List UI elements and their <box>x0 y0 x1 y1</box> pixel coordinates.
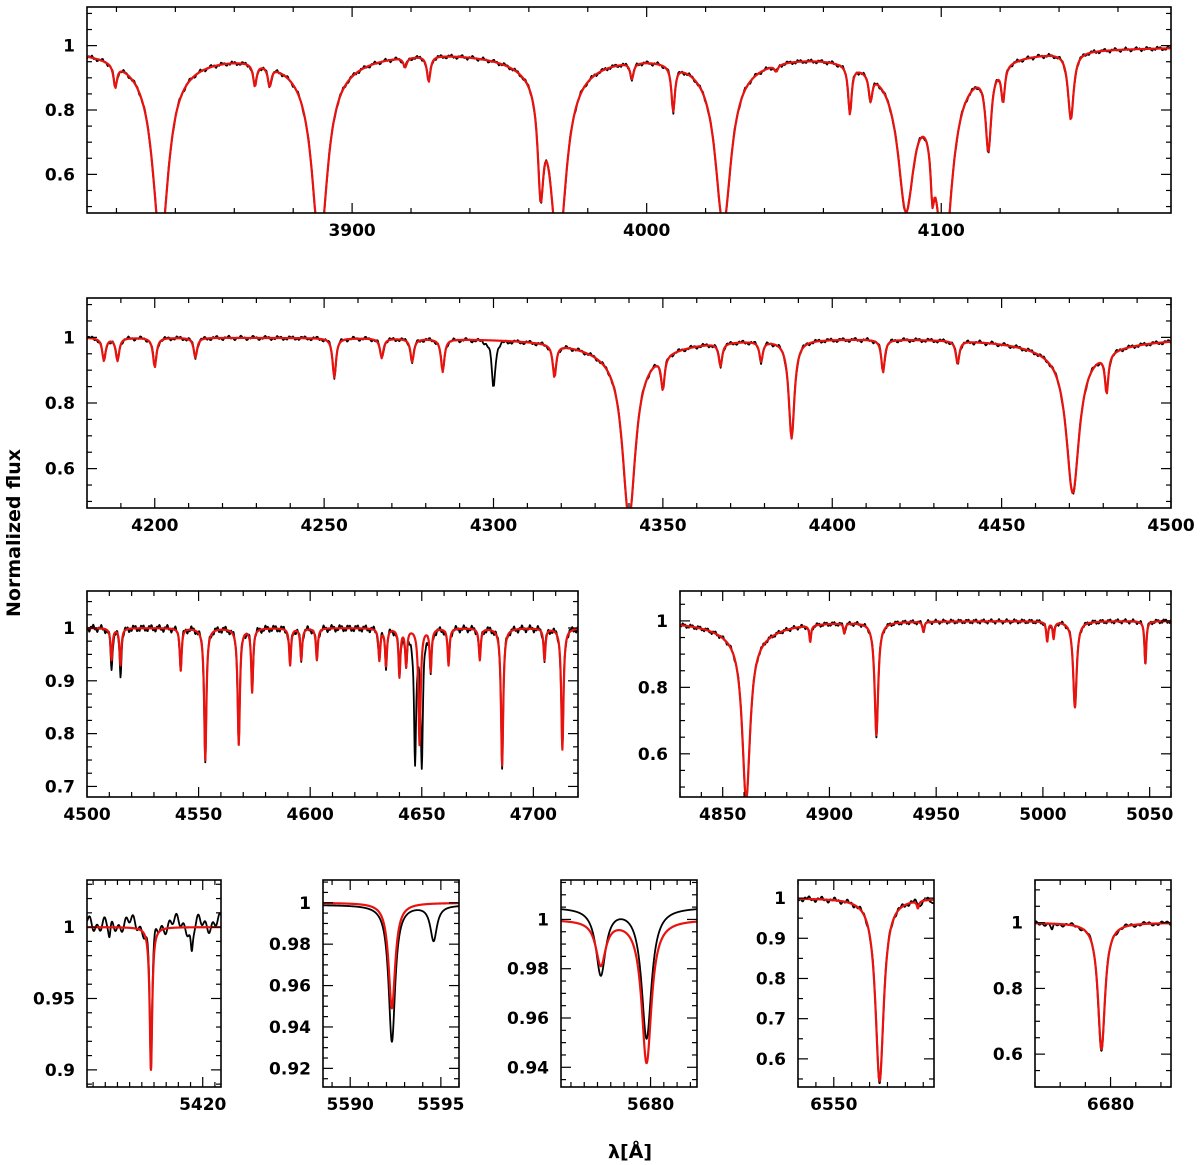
observed-spectrum-p4 <box>680 618 1171 797</box>
axes-frame-p4 <box>679 590 1172 798</box>
panel-p8: 6550 0.6 0.7 0.8 0.9 1 <box>756 879 935 1115</box>
y-tick-label-p9: 0.8 <box>993 979 1023 999</box>
x-tick-label-p6: 5590 <box>327 1095 374 1115</box>
y-tick-label-p5: 0.9 <box>45 1061 75 1081</box>
y-tick-label-p3: 0.9 <box>45 672 75 692</box>
observed-spectrum-p5 <box>87 912 221 1071</box>
y-tick-label-p6: 0.98 <box>269 935 311 955</box>
y-tick-label-p8: 0.8 <box>756 969 786 989</box>
axes-frame-p1 <box>86 6 1172 214</box>
model-spectrum-p7 <box>561 920 697 1065</box>
x-tick-label-p7: 5680 <box>627 1095 674 1115</box>
y-tick-label-p4: 0.6 <box>638 745 668 765</box>
x-tick-label-p2: 4250 <box>300 516 347 536</box>
x-tick-label-p6: 5595 <box>417 1095 464 1115</box>
y-tick-label-p1: 1 <box>63 37 75 57</box>
x-tick-label-p4: 5000 <box>1019 805 1066 825</box>
panel-p1: 3900 4000 4100 0.6 0.8 1 <box>45 6 1172 241</box>
observed-spectrum-p2 <box>87 334 1171 508</box>
panel-p5: 5420 0.9 0.95 1 <box>33 879 227 1115</box>
y-tick-label-p5: 1 <box>63 918 75 938</box>
observed-spectrum-p7 <box>561 908 697 1040</box>
x-tick-label-p4: 4950 <box>913 805 960 825</box>
x-tick-label-p2: 4200 <box>131 516 178 536</box>
y-tick-label-p3: 0.8 <box>45 725 75 745</box>
y-tick-label-p6: 0.92 <box>269 1059 311 1079</box>
y-tick-label-p2: 0.6 <box>45 460 75 480</box>
y-tick-label-p1: 0.8 <box>45 101 75 121</box>
panel-p7: 5680 0.94 0.96 0.98 1 <box>507 879 698 1115</box>
model-spectrum-p5 <box>87 926 221 1071</box>
y-tick-label-p9: 0.6 <box>993 1045 1023 1065</box>
x-tick-label-p2: 4400 <box>809 516 856 536</box>
x-tick-label-p9: 6680 <box>1087 1095 1134 1115</box>
y-tick-label-p1: 0.6 <box>45 165 75 185</box>
axes-frame-p8 <box>797 879 935 1088</box>
model-spectrum-p8 <box>798 897 934 1083</box>
observed-spectrum-p8 <box>798 895 934 1085</box>
panel-p4: 4850 4900 4950 5000 5050 0.6 0.8 1 <box>638 590 1173 825</box>
y-tick-label-p6: 1 <box>299 894 311 914</box>
x-tick-label-p8: 6550 <box>810 1095 857 1115</box>
x-tick-label-p2: 4300 <box>470 516 517 536</box>
x-tick-label-p3: 4650 <box>398 805 445 825</box>
y-tick-label-p4: 0.8 <box>638 678 668 698</box>
y-tick-label-p4: 1 <box>656 612 668 632</box>
observed-spectrum-p6 <box>323 904 459 1043</box>
x-tick-label-p2: 4500 <box>1147 516 1194 536</box>
x-tick-label-p1: 4100 <box>918 221 965 241</box>
x-tick-label-p2: 4350 <box>639 516 686 536</box>
model-spectrum-p9 <box>1035 922 1171 1051</box>
y-tick-label-p6: 0.94 <box>269 1018 311 1038</box>
y-tick-label-p8: 0.6 <box>756 1050 786 1070</box>
x-tick-label-p5: 5420 <box>179 1095 226 1115</box>
x-tick-label-p1: 3900 <box>328 221 375 241</box>
axes-frame-p9 <box>1034 879 1172 1088</box>
x-tick-label-p3: 4500 <box>63 805 110 825</box>
x-tick-label-p2: 4450 <box>978 516 1025 536</box>
panel-p2: 4200 4250 4300 4350 4400 4450 4500 0.6 0.8 1 <box>45 297 1195 536</box>
y-tick-label-p3: 1 <box>63 619 75 639</box>
y-tick-label-p6: 0.96 <box>269 977 311 997</box>
y-tick-label-p5: 0.95 <box>33 989 75 1009</box>
y-tick-label-p7: 0.96 <box>507 1009 549 1029</box>
x-tick-label-p4: 4900 <box>806 805 853 825</box>
y-tick-label-p9: 1 <box>1011 914 1023 934</box>
panel-p9: 6680 0.6 0.8 1 <box>993 879 1172 1115</box>
x-tick-label-p4: 4850 <box>699 805 746 825</box>
x-tick-label-p4: 5050 <box>1126 805 1173 825</box>
axes-frame-p2 <box>86 297 1172 509</box>
panel-p3: 4500 4550 4600 4650 4700 0.7 0.8 0.9 1 <box>45 590 579 825</box>
axes-frame-p7 <box>560 879 698 1088</box>
y-tick-label-p2: 1 <box>63 328 75 348</box>
y-tick-label-p3: 0.7 <box>45 777 75 797</box>
y-tick-label-p7: 0.98 <box>507 960 549 980</box>
axes-frame-p6 <box>322 879 460 1088</box>
x-tick-label-p1: 4000 <box>623 221 670 241</box>
x-tick-label-p3: 4600 <box>287 805 334 825</box>
model-spectrum-p3 <box>87 627 578 767</box>
x-tick-label-p3: 4550 <box>175 805 222 825</box>
axes-frame-p5 <box>86 879 222 1088</box>
panel-p6: 5590 5595 0.92 0.94 0.96 0.98 1 <box>269 879 465 1115</box>
y-axis-title: Normalized flux <box>3 449 25 617</box>
y-tick-label-p7: 0.94 <box>507 1058 549 1078</box>
y-tick-label-p7: 1 <box>537 910 549 930</box>
y-tick-label-p8: 1 <box>774 889 786 909</box>
y-tick-label-p8: 0.7 <box>756 1010 786 1030</box>
model-spectrum-p1 <box>87 47 1171 213</box>
model-spectrum-p4 <box>680 620 1171 797</box>
model-spectrum-p2 <box>87 336 1171 508</box>
x-tick-label-p3: 4700 <box>510 805 557 825</box>
model-spectrum-p6 <box>323 902 459 1010</box>
x-axis-title: λ[Å] <box>608 1139 652 1163</box>
y-tick-label-p8: 0.9 <box>756 929 786 949</box>
y-tick-label-p2: 0.8 <box>45 394 75 414</box>
